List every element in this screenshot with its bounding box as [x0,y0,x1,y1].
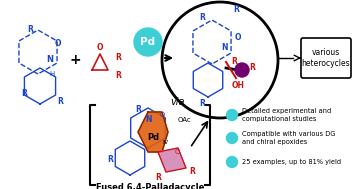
Circle shape [227,156,238,167]
Text: R: R [115,71,121,81]
Text: N: N [145,115,151,125]
Text: R: R [57,98,63,106]
Text: R: R [249,64,255,73]
Polygon shape [138,112,168,152]
Text: 25 examples, up to 81% yield: 25 examples, up to 81% yield [242,159,341,165]
FancyBboxPatch shape [301,38,351,78]
Text: R: R [231,57,237,67]
Text: N: N [221,43,227,53]
Text: R: R [199,13,205,22]
Text: O: O [55,40,61,49]
Circle shape [235,63,249,77]
Text: R: R [135,105,141,115]
Text: Detailed experimental and
computational studies: Detailed experimental and computational … [242,108,331,122]
Polygon shape [158,148,186,172]
Text: R: R [27,26,33,35]
Text: O: O [235,33,241,43]
Text: N: N [47,56,54,64]
Circle shape [227,109,238,121]
Text: Pd: Pd [147,133,159,143]
Text: H: H [49,71,55,77]
Text: R: R [107,156,113,164]
Text: R: R [199,99,205,108]
Text: O: O [97,43,103,53]
Text: IV: IV [162,140,168,146]
Text: O: O [174,149,180,155]
Circle shape [227,132,238,143]
Text: R: R [115,53,121,63]
Text: Pd: Pd [140,37,156,47]
Circle shape [134,28,162,56]
Text: R: R [189,167,195,177]
Text: R: R [21,90,27,98]
Text: Compatible with various DG
and chiral epoxides: Compatible with various DG and chiral ep… [242,131,335,145]
Text: +: + [69,53,81,67]
Text: R: R [155,174,161,183]
Text: OAc: OAc [178,117,192,123]
Text: O: O [159,112,165,118]
Text: OH: OH [232,81,245,91]
Text: R: R [233,5,239,15]
Text: Fused 6,4-Palladacycle: Fused 6,4-Palladacycle [96,184,204,189]
Text: various
heterocycles: various heterocycles [302,48,350,68]
Polygon shape [92,54,108,70]
Text: via: via [171,97,185,107]
